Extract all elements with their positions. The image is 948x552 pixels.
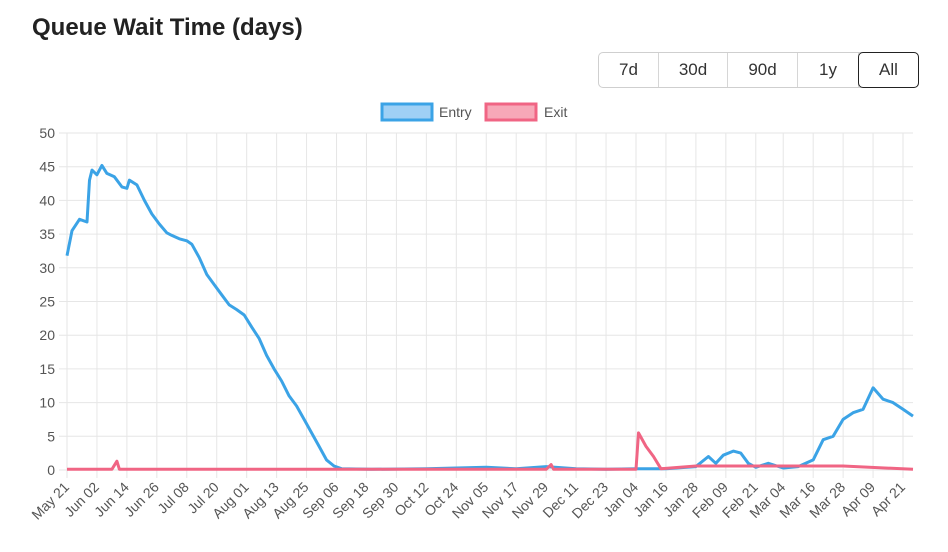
y-tick-label: 15 bbox=[39, 361, 55, 377]
range-all-button[interactable]: All bbox=[858, 52, 919, 88]
x-tick-label: Jul 08 bbox=[154, 479, 192, 517]
time-range-selector: 7d 30d 90d 1y All bbox=[598, 52, 919, 88]
y-axis: 0 5 10 15 20 25 30 35 40 45 50 bbox=[39, 125, 55, 478]
y-tick-label: 10 bbox=[39, 395, 55, 411]
range-7d-button[interactable]: 7d bbox=[599, 53, 659, 87]
y-tick-label: 50 bbox=[39, 125, 55, 141]
y-tick-label: 40 bbox=[39, 192, 55, 208]
range-90d-button[interactable]: 90d bbox=[728, 53, 798, 87]
legend-label-exit[interactable]: Exit bbox=[544, 104, 567, 120]
exit-series-line bbox=[67, 431, 914, 471]
range-30d-button[interactable]: 30d bbox=[659, 53, 728, 87]
chart-legend: Entry Exit bbox=[380, 102, 567, 122]
y-tick-label: 30 bbox=[39, 260, 55, 276]
entry-series-line bbox=[65, 163, 914, 471]
y-tick-label: 25 bbox=[39, 294, 55, 310]
y-tick-label: 0 bbox=[47, 462, 55, 478]
y-tick-label: 45 bbox=[39, 159, 55, 175]
y-tick-label: 20 bbox=[39, 327, 55, 343]
chart-series bbox=[65, 163, 914, 471]
chart-grid bbox=[59, 132, 913, 478]
legend-label-entry[interactable]: Entry bbox=[439, 104, 472, 120]
y-tick-label: 5 bbox=[47, 428, 55, 444]
legend-swatch-entry[interactable] bbox=[380, 102, 434, 122]
x-tick-label: Apr 21 bbox=[868, 479, 909, 520]
x-tick-label: May 21 bbox=[28, 479, 72, 523]
x-tick-label: Jun 26 bbox=[121, 479, 162, 520]
chart-title: Queue Wait Time (days) bbox=[32, 14, 303, 41]
legend-swatch-exit[interactable] bbox=[484, 102, 538, 122]
y-tick-label: 35 bbox=[39, 226, 55, 242]
